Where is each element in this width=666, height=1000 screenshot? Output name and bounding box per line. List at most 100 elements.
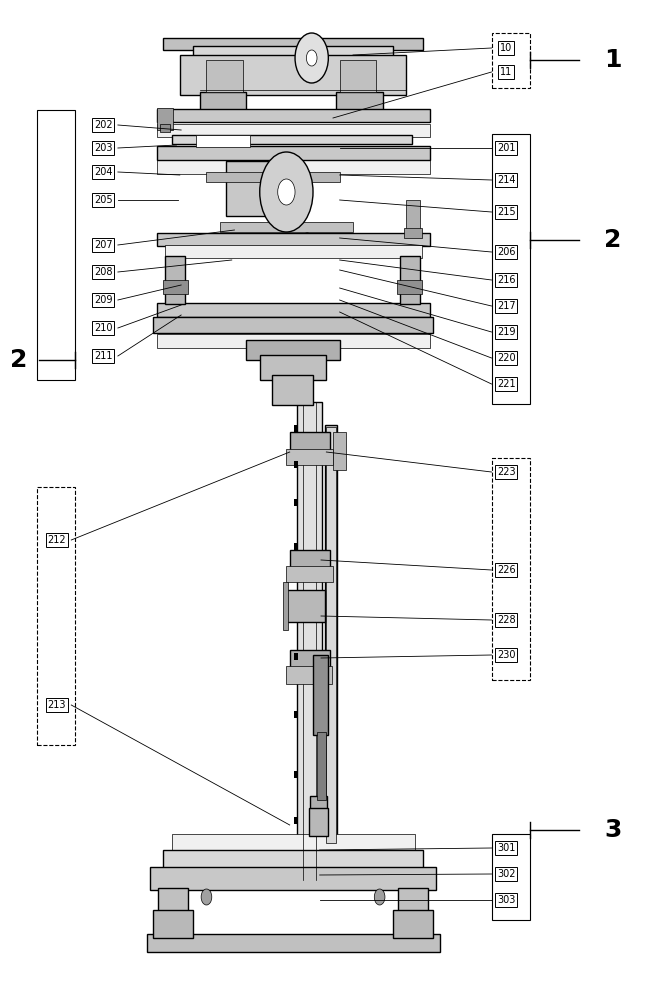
Bar	[294, 499, 298, 506]
Bar	[340, 60, 376, 92]
Bar	[492, 834, 530, 920]
Bar	[165, 245, 422, 258]
Text: 220: 220	[497, 353, 515, 363]
Bar	[157, 233, 430, 246]
Circle shape	[306, 50, 317, 66]
Bar	[160, 124, 170, 132]
Bar	[294, 461, 298, 468]
Bar	[150, 867, 436, 890]
Circle shape	[201, 889, 212, 905]
Circle shape	[260, 152, 313, 232]
Bar	[325, 425, 337, 845]
Bar	[336, 92, 383, 112]
Bar	[333, 432, 346, 470]
Text: 2: 2	[10, 348, 27, 372]
Circle shape	[374, 889, 385, 905]
Bar	[206, 172, 340, 182]
Text: 11: 11	[500, 67, 512, 77]
Bar	[317, 732, 326, 800]
Text: 203: 203	[94, 143, 113, 153]
Bar	[157, 146, 430, 160]
Text: 215: 215	[497, 207, 515, 217]
Bar	[157, 160, 430, 174]
Text: 202: 202	[94, 120, 113, 130]
Text: 3: 3	[604, 818, 621, 842]
Bar	[157, 303, 430, 317]
Bar	[290, 550, 330, 568]
Bar	[400, 256, 420, 304]
Bar	[397, 280, 422, 294]
Text: 302: 302	[497, 869, 515, 879]
Text: 221: 221	[497, 379, 515, 389]
Bar	[200, 92, 246, 112]
Bar	[157, 334, 430, 348]
Text: 214: 214	[497, 175, 515, 185]
Bar	[226, 161, 283, 216]
Bar	[404, 228, 422, 238]
Text: 213: 213	[47, 700, 66, 710]
Circle shape	[295, 33, 328, 83]
Bar	[294, 425, 298, 432]
Text: 217: 217	[497, 301, 515, 311]
Text: 205: 205	[94, 195, 113, 205]
Text: 230: 230	[497, 650, 515, 660]
Text: 1: 1	[604, 48, 621, 72]
Bar	[297, 402, 322, 880]
Text: 212: 212	[47, 535, 66, 545]
Bar	[398, 888, 428, 913]
Text: 223: 223	[497, 467, 515, 477]
Bar	[157, 108, 173, 130]
Bar	[406, 200, 420, 230]
Bar	[163, 280, 188, 294]
Bar	[294, 817, 298, 824]
Bar	[286, 666, 332, 684]
Bar	[220, 222, 353, 232]
Bar	[163, 38, 423, 50]
Bar	[309, 808, 328, 836]
Text: 10: 10	[500, 43, 512, 53]
Text: 216: 216	[497, 275, 515, 285]
Text: 226: 226	[497, 565, 515, 575]
Bar	[286, 449, 333, 465]
Bar	[196, 135, 250, 147]
Bar	[246, 340, 340, 360]
Bar	[492, 33, 530, 88]
Bar	[294, 601, 298, 608]
Bar	[294, 711, 298, 718]
Bar	[283, 582, 288, 630]
Bar	[294, 543, 298, 550]
Bar	[172, 834, 415, 850]
Bar	[492, 458, 530, 680]
Bar	[37, 110, 75, 380]
Bar	[492, 134, 530, 404]
Text: 208: 208	[94, 267, 113, 277]
Bar	[206, 60, 243, 92]
Bar	[393, 910, 433, 938]
Bar	[172, 135, 412, 144]
Bar	[294, 771, 298, 778]
Bar	[157, 124, 430, 137]
Bar	[272, 375, 313, 405]
Text: 228: 228	[497, 615, 515, 625]
Bar	[294, 653, 298, 660]
Text: 204: 204	[94, 167, 113, 177]
Bar	[153, 910, 193, 938]
Text: 301: 301	[497, 843, 515, 853]
Bar	[158, 888, 188, 913]
Bar	[37, 487, 75, 745]
Text: 210: 210	[94, 323, 113, 333]
Bar	[286, 566, 333, 582]
Bar	[163, 850, 423, 868]
Text: 207: 207	[94, 240, 113, 250]
Bar	[193, 46, 393, 60]
Bar	[326, 427, 336, 843]
Bar	[147, 934, 440, 952]
Bar	[153, 317, 433, 333]
Circle shape	[278, 179, 295, 205]
Bar	[290, 432, 330, 452]
Text: 211: 211	[94, 351, 113, 361]
Bar	[180, 55, 406, 95]
Bar	[165, 256, 185, 304]
Bar	[260, 355, 326, 380]
Text: 303: 303	[497, 895, 515, 905]
